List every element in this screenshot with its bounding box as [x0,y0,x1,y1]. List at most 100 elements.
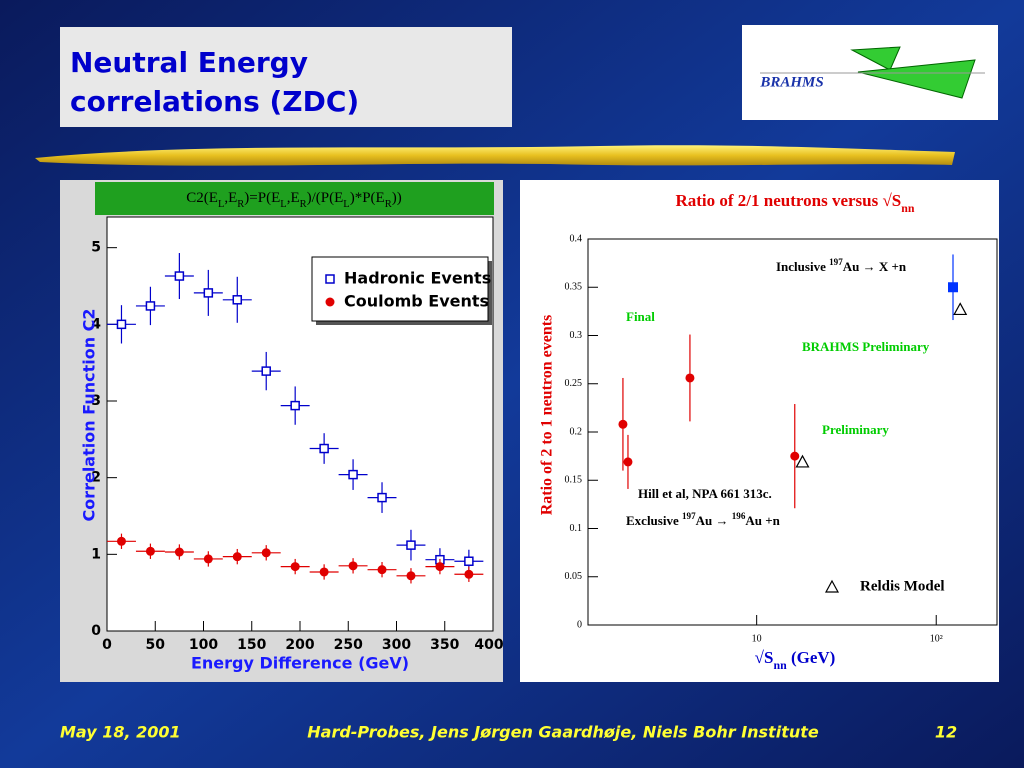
marker [464,556,474,566]
marker [290,562,300,572]
marker [145,546,155,556]
y-tick-label: 0.25 [565,378,583,389]
y-tick-label: 0.4 [570,233,583,244]
title-box [60,27,512,127]
text-segment: Exclusive [626,513,682,528]
x-tick-label: 300 [382,637,411,653]
chart-title: Ratio of 2/1 neutrons versus √Snn [675,191,914,215]
marker [795,454,810,468]
text-segment: 197 [829,257,843,267]
gold-stroke [35,145,955,166]
y-tick-label: 0.3 [570,330,583,341]
marker [116,319,127,330]
y-tick-label: 0.1 [570,523,583,534]
slide-title: Neutral Energy [70,46,308,79]
text-segment: ,E [224,190,237,206]
text-segment: nn [901,201,915,215]
marker [377,565,387,575]
text-segment: Ratio of 2/1 neutrons versus √S [675,191,901,210]
text-segment: 196 [732,511,746,521]
marker [618,419,628,429]
logo-text: BRAHMS [759,74,823,90]
x-tick-label: 100 [189,637,218,653]
marker [348,561,358,571]
marker [377,492,387,503]
logo-wedge [850,46,901,71]
marker [145,301,156,311]
text-segment: Au +n [745,513,780,528]
text-segment: √S [755,648,774,667]
y-tick-label: 0.05 [565,571,583,582]
annotation: Inclusive 197Au → X +n [776,257,907,274]
x-axis-label: Energy Difference (GeV) [191,654,409,673]
text-segment: C2(E [186,190,218,206]
text-segment: Au → X +n [843,259,907,274]
marker [435,562,445,572]
text-segment: Au → [696,513,732,528]
x-tick-label: 10 [752,633,762,644]
y-tick-label: 0 [91,623,101,639]
footer-event: Hard-Probes, Jens Jørgen Gaardhøje, Niel… [307,723,819,742]
text-segment: R [237,199,244,210]
text-segment: )=P(E [244,190,280,206]
text-segment: L [280,199,286,210]
y-tick-label: 5 [91,240,101,256]
text-segment: L [343,199,349,210]
text-segment: nn [773,658,787,672]
y-tick-label: 2 [91,470,101,486]
footer-page: 12 [935,723,957,742]
marker [406,540,416,550]
text-segment: )/(P(E [307,190,344,206]
slide-title: correlations (ZDC) [70,85,359,118]
marker [325,297,335,307]
marker [203,288,214,298]
annotation: Hill et al, NPA 661 313c. [638,486,772,501]
text-segment: ,E [287,190,300,206]
formula-box [95,182,494,215]
marker [290,400,300,411]
y-tick-label: 0 [577,619,582,630]
x-tick-label: 250 [334,637,363,653]
legend-label: Reldis Model [860,578,945,594]
x-tick-label: 50 [146,637,166,653]
annotation: Preliminary [822,422,889,437]
x-tick-label: 200 [285,637,314,653]
text-segment: Inclusive [776,259,829,274]
marker [174,271,185,281]
footer-date: May 18, 2001 [60,723,181,742]
text-segment: Hill et al, NPA 661 313c. [638,486,772,501]
text-segment: R [300,199,307,210]
y-tick-label: 0.15 [565,475,583,486]
marker [232,552,242,562]
marker [348,469,358,480]
marker [685,373,695,383]
text-segment: BRAHMS Preliminary [802,339,930,354]
marker [319,567,329,577]
y-tick-label: 3 [91,393,101,409]
chart-title: C2(EL,ER)=P(EL,ER)/(P(EL)*P(ER)) [186,190,401,209]
y-tick-label: 4 [91,316,101,332]
text-segment: 197 [682,511,696,521]
annotation: Exclusive 197Au → 196Au +n [626,511,781,528]
marker [953,302,968,316]
text-segment: )) [392,190,402,206]
y-axis-label: Correlation Function C2 [80,308,99,521]
y-tick-label: 1 [91,546,101,562]
marker [261,366,271,376]
y-tick-label: 0.2 [570,426,583,437]
marker [824,579,840,593]
marker [948,282,959,293]
annotation: BRAHMS Preliminary [802,339,930,354]
text-segment: Final [626,309,655,324]
marker [116,536,126,546]
legend-label: Hadronic Events [344,269,491,288]
marker [174,547,184,557]
marker [464,569,474,579]
x-tick-label: 0 [102,637,112,653]
x-tick-label: 350 [430,637,459,653]
x-tick-label: 10² [930,633,943,644]
text-segment: )*P(E [350,190,385,206]
marker [319,443,329,454]
annotation: Final [626,309,655,324]
